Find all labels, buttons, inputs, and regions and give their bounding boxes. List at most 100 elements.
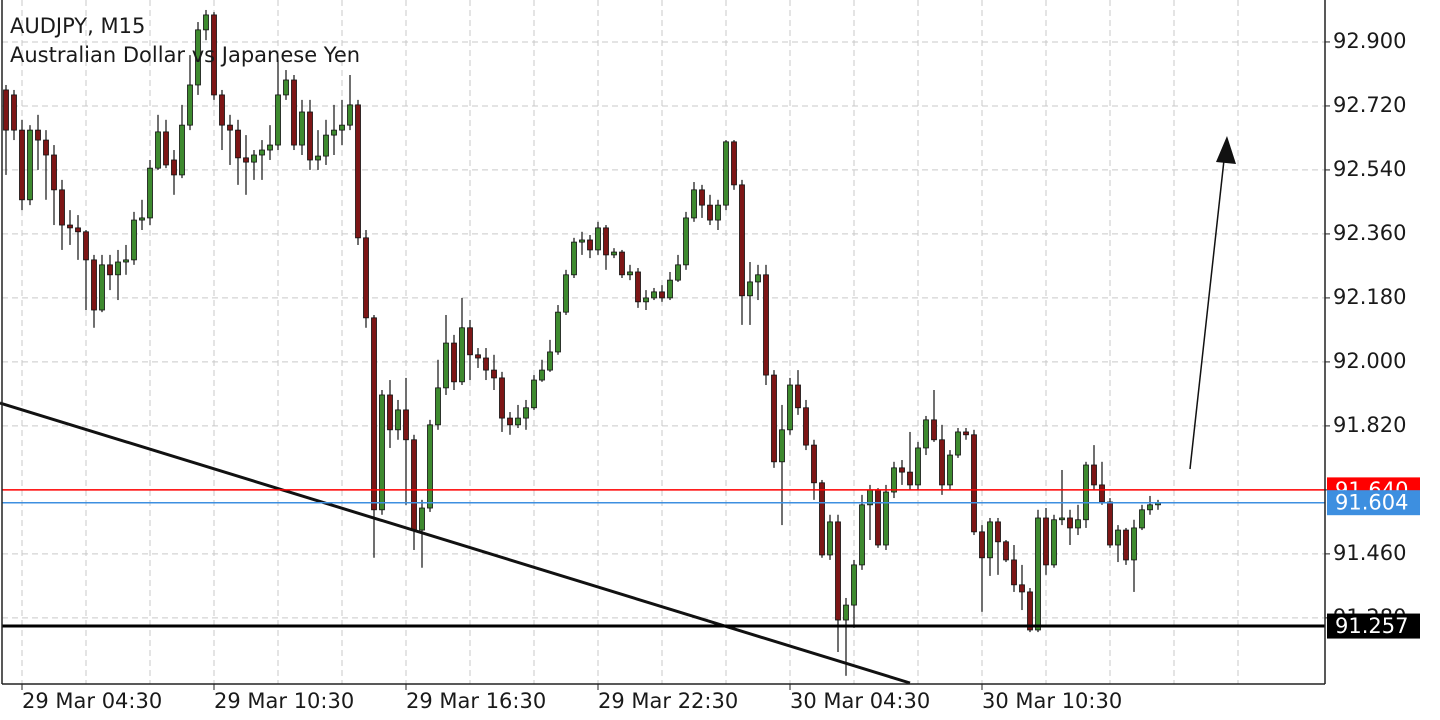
candle-body [283,79,289,96]
candle-body [75,227,81,233]
candle-body [179,124,185,176]
candle-body [1083,464,1089,521]
candle-body [1107,501,1113,546]
candle-body [1067,517,1073,529]
candle-body [755,274,761,283]
candle-body [787,384,793,431]
price-label: 91.257 [1335,614,1408,638]
candle-body [243,157,249,163]
candle-body [1035,517,1041,631]
arrow-head [1216,136,1236,164]
candle-body [387,394,393,431]
candle-body [987,521,993,559]
candle-body [251,154,257,163]
y-tick-label: 91.820 [1333,413,1406,437]
candle-body [91,259,97,311]
candle-body [1019,584,1025,593]
candle-body [715,204,721,221]
candle-body [1003,541,1009,561]
candle-body [59,189,65,226]
y-tick-label: 91.460 [1333,541,1406,565]
candle-body [923,419,929,449]
candle-body [843,604,849,621]
y-tick-label: 92.540 [1333,157,1406,181]
candle-body [427,424,433,509]
candle-body [779,429,785,463]
candle-body [363,237,369,319]
grid [2,0,1325,684]
candle-body [451,342,457,383]
candle-body [699,189,705,206]
candle-body [763,274,769,376]
candle-body [731,141,737,186]
candle-body [1099,484,1105,503]
candle-body [771,374,777,463]
trend-line [0,401,911,685]
candle-body [259,149,265,156]
candle-body [939,439,945,486]
candle-body [347,104,353,126]
candle-body [659,291,665,299]
candle-body [523,407,529,419]
candle-body [131,219,137,261]
candle-body [931,419,937,441]
candle-body [627,271,633,276]
candle-body [411,439,417,531]
candle-body [291,79,297,146]
candle-body [475,354,481,359]
candle-body [555,311,561,353]
x-tick-label: 29 Mar 22:30 [598,689,738,713]
candle-body [971,434,977,533]
candle-body [187,84,193,126]
candle-body [859,504,865,566]
candle-body [307,111,313,161]
candle-body [443,342,449,389]
candle-body [147,167,153,219]
candle-body [851,564,857,606]
candle-body [963,431,969,436]
candle-body [531,379,537,409]
candle-body [299,111,305,146]
candle-body [1147,504,1153,511]
candle-body [419,507,425,531]
candle-body [1075,519,1081,529]
candle-body [315,155,321,161]
y-tick-label: 92.720 [1333,93,1406,117]
candle-body [499,377,505,419]
candle-body [587,239,593,251]
price-label-box [1327,613,1420,639]
candle-body [115,261,121,276]
candle-body [19,129,25,201]
candle-body [1011,559,1017,586]
candle-body [667,279,673,299]
candle-body [827,521,833,556]
candle-body [43,139,49,156]
candle-body [67,224,73,229]
candle-body [275,94,281,146]
price-label-box [1327,490,1420,516]
candle-body [595,227,601,251]
candle-body [235,129,241,159]
candle-body [819,482,825,556]
candle-body [907,471,913,486]
candle-body [227,124,233,131]
candle-body [539,369,545,381]
candle-body [571,241,577,276]
candle-body [835,521,841,621]
candle-body [707,204,713,221]
candle-body [1139,509,1145,529]
candle-body [739,184,745,297]
candle-body [747,281,753,297]
candle-body [1043,517,1049,566]
candle-body [947,454,953,486]
candle-body [171,159,177,176]
candle-body [643,297,649,303]
candle-body [675,264,681,281]
candle-body [123,259,129,263]
candle-body [403,409,409,441]
candle-body [491,369,497,379]
x-tick-label: 29 Mar 04:30 [22,689,162,713]
price-lines [2,489,1325,628]
